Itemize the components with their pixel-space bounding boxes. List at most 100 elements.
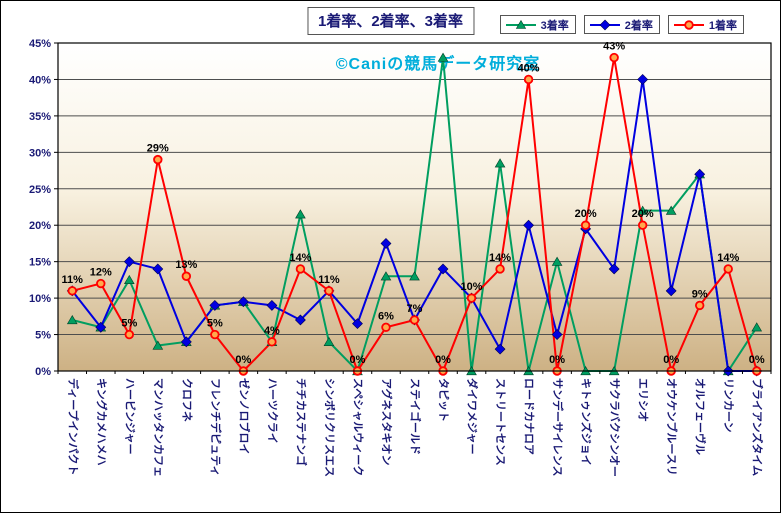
y-axis-tick-label: 30% (29, 147, 51, 159)
circle-marker-icon (181, 271, 192, 281)
triangle-marker-icon (123, 274, 135, 284)
data-label: 11% (62, 274, 84, 286)
triangle-marker-icon (637, 205, 648, 215)
data-label: 20% (575, 208, 597, 220)
x-axis-label: タピット (437, 378, 450, 422)
data-label: 0% (350, 354, 366, 366)
diamond-marker-icon (180, 336, 192, 348)
circle-marker-icon (295, 264, 306, 274)
x-axis-label: シンボリクリスエス (323, 378, 337, 477)
legend: 3着率 2着率 1着率 (499, 15, 744, 34)
data-label: 29% (147, 143, 169, 155)
circle-marker-icon (466, 293, 477, 303)
x-axis-label: ダイワメジャー (466, 378, 480, 454)
legend-label-1st: 1着率 (708, 19, 737, 32)
diamond-marker-icon (294, 314, 306, 326)
x-axis-label: オウケンブルースリ (665, 378, 679, 476)
x-axis-label: チチカステナンゴ (294, 378, 308, 466)
legend-label-2nd: 2着率 (624, 19, 653, 32)
triangle-marker-icon (152, 340, 164, 350)
triangle-marker-icon (380, 271, 392, 281)
data-label: 14% (289, 252, 311, 264)
data-label: 0% (235, 354, 251, 366)
circle-marker-icon (523, 74, 534, 85)
legend-marker-3rd (505, 19, 536, 29)
x-axis-label: キトゥンズジョイ (580, 378, 594, 466)
x-axis-label: アグネスタキオン (380, 378, 394, 465)
legend-marker-1st (673, 19, 704, 30)
legend-item-1st-rate: 1着率 (667, 15, 744, 34)
data-label: 0% (549, 354, 565, 366)
chart-title: 1着率、2着率、3着率 (306, 7, 475, 35)
y-axis-tick-label: 35% (29, 111, 51, 123)
y-axis-tick-label: 15% (29, 257, 51, 269)
legend-item-3rd-rate: 3着率 (499, 15, 576, 34)
triangle-marker-icon (751, 322, 763, 332)
data-label: 20% (632, 208, 654, 220)
x-axis-label: エリシオ (637, 378, 650, 422)
circle-marker-icon (723, 264, 733, 274)
y-axis-tick-label: 40% (29, 74, 51, 86)
triangle-marker-icon (409, 271, 420, 281)
data-label: 0% (663, 354, 679, 366)
circle-marker-icon (409, 315, 420, 325)
diamond-marker-icon (494, 343, 506, 355)
diamond-marker-icon (209, 299, 221, 311)
diamond-marker-icon (665, 285, 677, 297)
circle-marker-icon (210, 329, 220, 340)
data-label: 11% (318, 274, 340, 286)
circle-marker-icon (267, 337, 277, 347)
legend-marker-2nd (589, 19, 620, 30)
plot-border (57, 42, 772, 372)
circle-marker-icon (637, 220, 648, 230)
diamond-marker-icon (694, 168, 706, 180)
diamond-marker-icon (237, 296, 249, 308)
diamond-marker-icon (95, 321, 107, 333)
x-axis-label: オルフェーヴル (694, 378, 708, 455)
triangle-marker-icon (295, 209, 306, 219)
diamond-marker-icon (152, 263, 164, 275)
x-axis-label: サクラバクシンオー (608, 378, 621, 477)
diamond-marker-icon (266, 299, 278, 311)
triangle-marker-icon (494, 158, 506, 168)
data-label: 12% (90, 267, 112, 279)
diamond-marker-icon (523, 219, 535, 231)
data-label: 6% (378, 310, 394, 322)
y-axis-tick-label: 45% (29, 38, 51, 50)
data-label: 9% (692, 288, 708, 300)
x-axis-label: リンカーン (722, 378, 735, 432)
x-axis-label: マンハッタンカフェ (152, 378, 165, 477)
triangle-marker-icon (515, 19, 526, 29)
circle-marker-icon (124, 329, 134, 340)
data-label: 5% (121, 318, 137, 330)
data-label: 7% (407, 303, 423, 315)
data-label: 10% (461, 281, 483, 293)
circle-marker-icon (67, 286, 77, 296)
y-axis-tick-label: 25% (29, 184, 51, 196)
circle-marker-icon (381, 322, 391, 332)
data-label: 0% (435, 354, 451, 366)
triangle-marker-icon (66, 314, 78, 325)
triangle-marker-icon (323, 336, 335, 346)
x-axis-label: クロフネ (180, 378, 193, 422)
watermark: ©Caniの競馬データ研究室 (336, 54, 540, 73)
x-axis-label: スペシャルウィーク (351, 378, 364, 476)
y-axis-tick-label: 5% (35, 330, 51, 342)
y-axis-tick-label: 0% (35, 366, 51, 378)
diamond-marker-icon (551, 329, 563, 340)
triangle-marker-icon (665, 205, 677, 215)
triangle-marker-icon (437, 52, 449, 62)
legend-item-2nd-rate: 2着率 (583, 15, 660, 34)
data-label: 14% (489, 252, 511, 264)
circle-marker-icon (324, 286, 334, 296)
diamond-marker-icon (352, 318, 363, 330)
diamond-marker-icon (608, 263, 620, 275)
x-axis-label: フレンチデピュティ (209, 378, 223, 476)
diamond-marker-icon (637, 74, 649, 85)
data-label: 4% (264, 325, 280, 337)
x-axis-label: ハービンジャー (123, 378, 137, 454)
legend-label-3rd: 3着率 (540, 19, 569, 32)
data-label: 43% (603, 41, 625, 53)
